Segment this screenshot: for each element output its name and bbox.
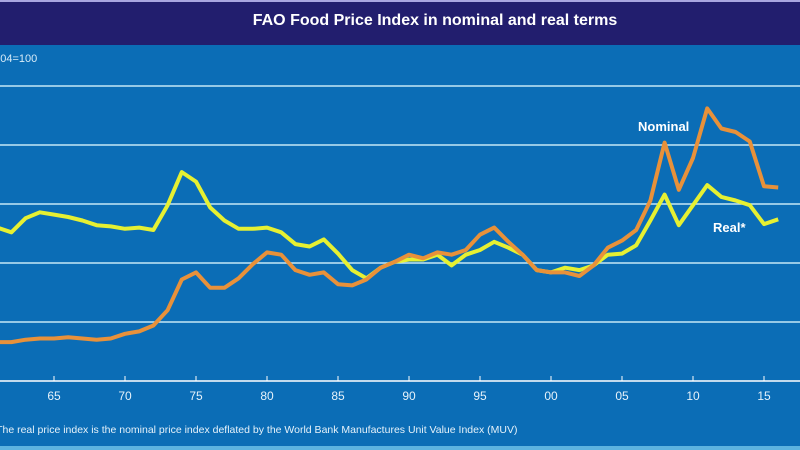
x-tick-label: 90 (402, 389, 416, 403)
series-lines (0, 106, 779, 345)
x-tick-label: 05 (615, 389, 629, 403)
footnote: *The real price index is the nominal pri… (0, 424, 518, 436)
x-tick-label: 85 (331, 389, 345, 403)
unit-note: 2004=100 (0, 53, 38, 65)
series-label-nominal: Nominal (638, 119, 689, 134)
top-border (0, 0, 800, 2)
x-tick-label: 65 (47, 389, 61, 403)
x-axis: 65 70 75 80 85 90 95 00 05 10 15 (0, 376, 800, 403)
bottom-border (0, 446, 800, 450)
x-tick-label: 80 (260, 389, 274, 403)
x-tick-label: 95 (473, 389, 487, 403)
x-tick-label: 75 (189, 389, 203, 403)
x-tick-label: 00 (544, 389, 558, 403)
series-label-real: Real* (713, 220, 746, 235)
x-tick-label: 70 (118, 389, 132, 403)
x-tick-label: 10 (686, 389, 700, 403)
chart-title: FAO Food Price Index in nominal and real… (252, 12, 618, 29)
x-tick-label: 15 (757, 389, 771, 403)
line-chart: 65 70 75 80 85 90 95 00 05 10 15 Nominal Real* (0, 85, 800, 403)
series-line-nominal (0, 106, 779, 345)
title-bar (0, 2, 800, 45)
gridlines (0, 85, 800, 323)
